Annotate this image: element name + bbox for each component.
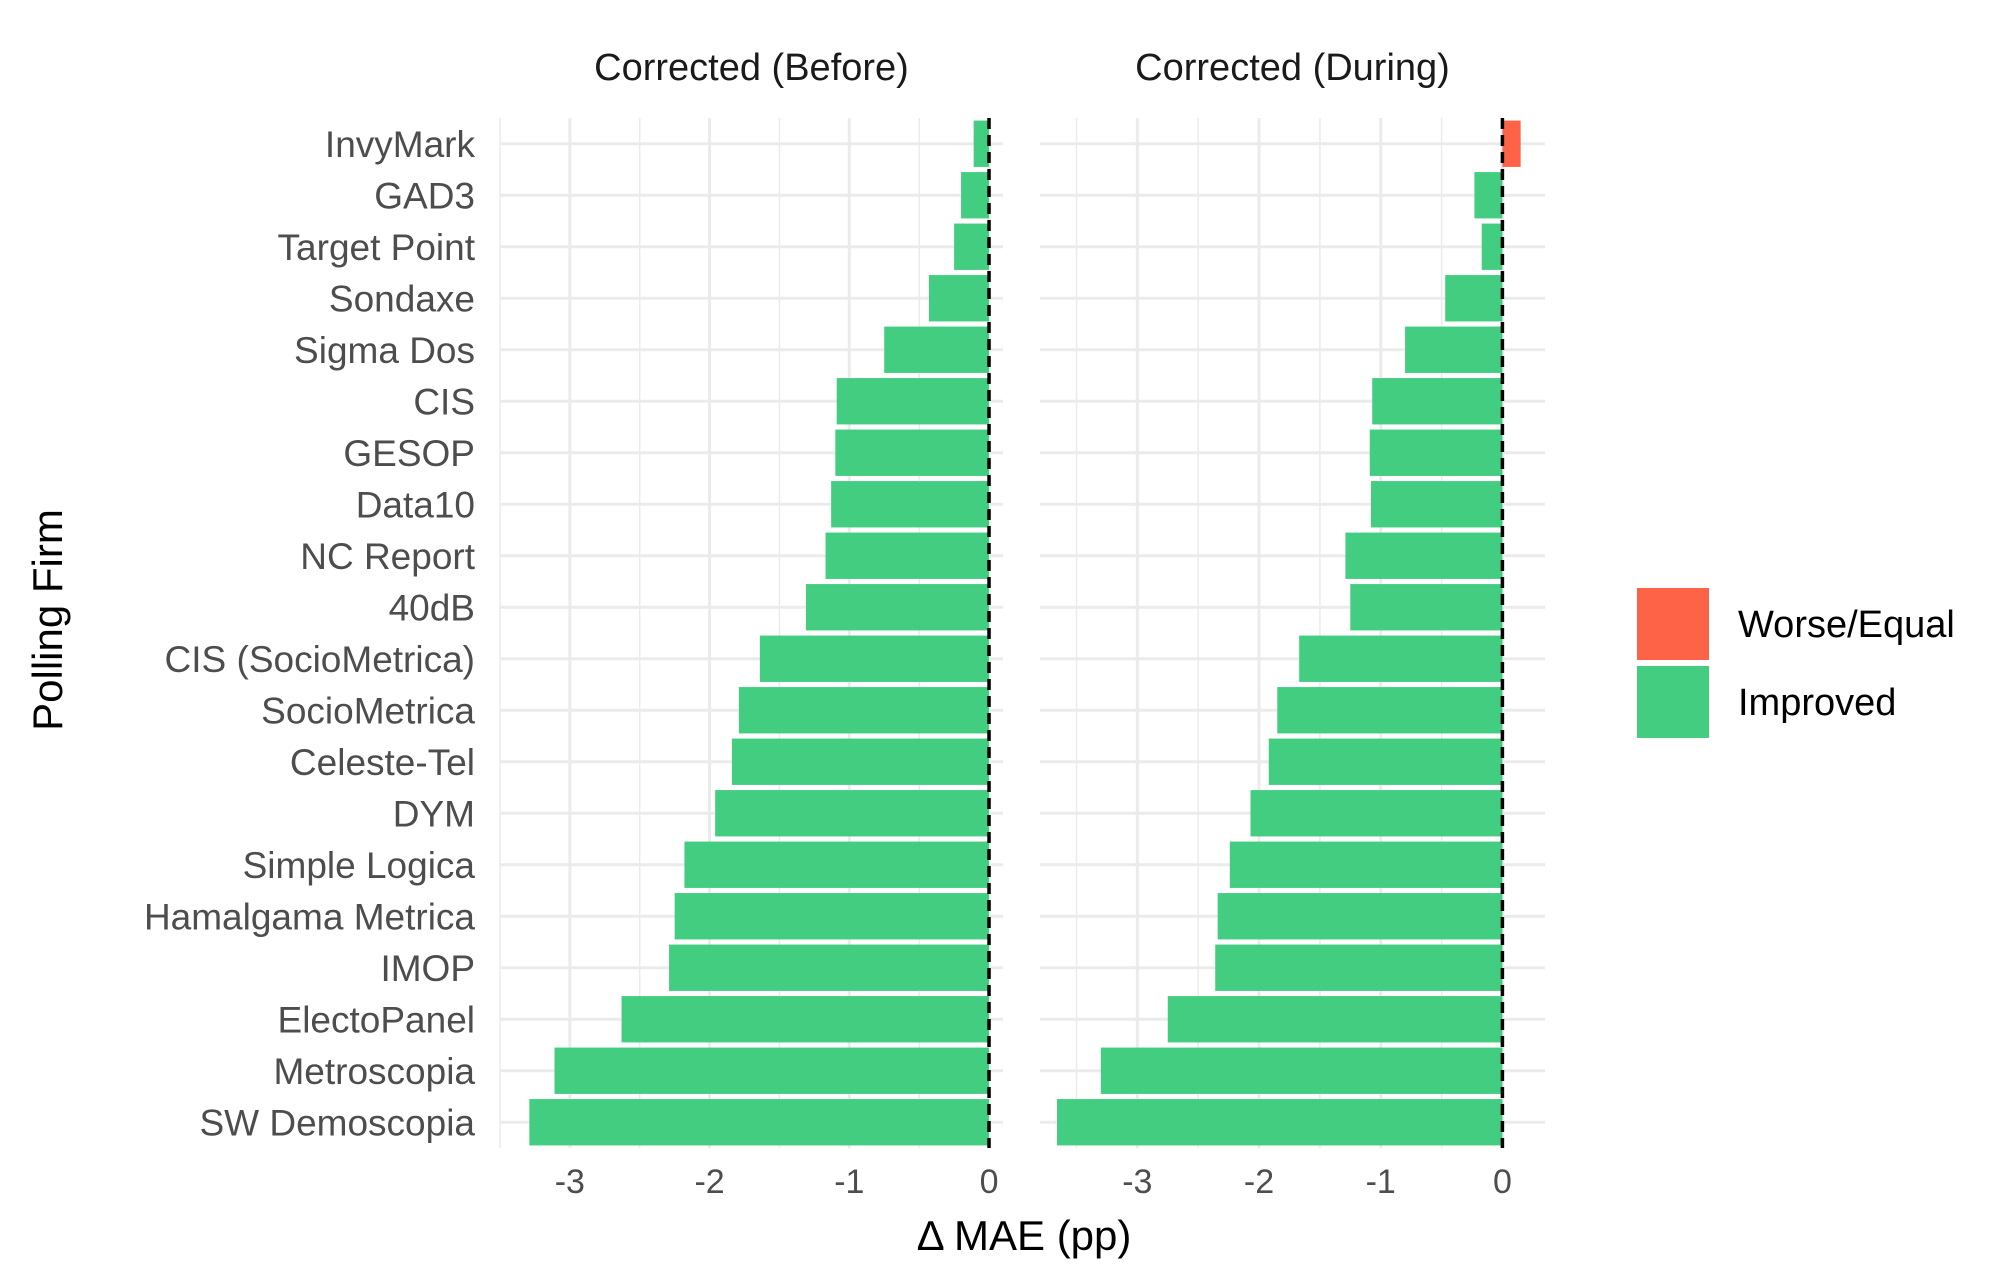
bar-sondaxe — [928, 275, 990, 322]
bar-hamalgama-metrica — [1217, 893, 1503, 940]
bar-dym — [715, 790, 990, 837]
bar-celeste-tel — [731, 738, 990, 785]
bar-hamalgama-metrica — [674, 893, 990, 940]
y-axis-title: Polling Firm — [24, 509, 71, 731]
bar-electopanel — [621, 996, 990, 1043]
y-tick-label: Target Point — [278, 227, 476, 268]
x-tick-label: -3 — [1122, 1163, 1152, 1201]
bar-sondaxe — [1445, 275, 1503, 322]
bar-40db — [1350, 584, 1503, 631]
bar-sigma-dos — [1405, 326, 1503, 373]
bar-celeste-tel — [1268, 738, 1503, 785]
y-tick-label: CIS (SocioMetrica) — [165, 639, 475, 680]
y-tick-label: Data10 — [356, 484, 475, 525]
bar-sw-demoscopia — [1057, 1099, 1503, 1146]
bar-sociometrica — [1277, 687, 1503, 734]
bar-invymark — [1502, 120, 1521, 167]
panel-1: Corrected (Before) -3 -2 -1 0 — [499, 47, 1003, 1201]
y-tick-label: Sigma Dos — [294, 330, 475, 371]
bar-metroscopia — [554, 1047, 990, 1094]
bar-imop — [1215, 944, 1503, 991]
bar-cis-sociometrica- — [759, 635, 990, 682]
y-axis-tick-labels: InvyMark GAD3 Target Point Sondaxe Sigma Dos… — [144, 124, 476, 1144]
bar-invymark — [973, 120, 990, 167]
x-tick-label: 0 — [980, 1163, 999, 1201]
bar-simple-logica — [684, 841, 990, 888]
y-tick-label: Celeste-Tel — [290, 742, 475, 783]
y-tick-label: SocioMetrica — [261, 690, 475, 731]
bar-sw-demoscopia — [529, 1099, 990, 1146]
bar-cis-sociometrica- — [1299, 635, 1503, 682]
y-tick-label: InvyMark — [325, 124, 476, 165]
bar-simple-logica — [1229, 841, 1503, 888]
bar-dym — [1250, 790, 1503, 837]
x-tick-label: 0 — [1493, 1163, 1512, 1201]
bar-target-point — [954, 223, 990, 270]
legend-label: Worse/Equal — [1738, 604, 1955, 646]
y-tick-label: GAD3 — [374, 175, 475, 216]
y-tick-label: IMOP — [380, 948, 475, 989]
x-tick-label: -2 — [1244, 1163, 1274, 1201]
y-tick-label: SW Demoscopia — [199, 1102, 475, 1143]
bar-gad3 — [961, 172, 990, 219]
bar-cis — [836, 378, 990, 425]
y-tick-label: CIS — [413, 381, 475, 422]
bar-gad3 — [1474, 172, 1503, 219]
y-tick-label: Simple Logica — [243, 845, 476, 886]
x-tick-label: -1 — [834, 1163, 864, 1201]
bar-nc-report — [825, 532, 990, 579]
panel-2: Corrected (During) -3 -2 -1 0 — [1040, 47, 1545, 1201]
bar-imop — [669, 944, 990, 991]
y-tick-label: 40dB — [389, 587, 475, 628]
bar-sociometrica — [738, 687, 990, 734]
bar-cis — [1372, 378, 1503, 425]
bar-gesop — [835, 429, 990, 476]
bar-data10 — [1370, 481, 1503, 528]
y-tick-label: Hamalgama Metrica — [144, 896, 475, 937]
bar-gesop — [1369, 429, 1503, 476]
legend-key-worse-equal — [1637, 588, 1709, 660]
bar-data10 — [831, 481, 990, 528]
x-tick-label: -1 — [1366, 1163, 1396, 1201]
bar-metroscopia — [1100, 1047, 1503, 1094]
y-tick-label: Sondaxe — [329, 278, 475, 319]
panel-title: Corrected (During) — [1135, 47, 1450, 89]
bar-nc-report — [1345, 532, 1503, 579]
legend-key-improved — [1637, 666, 1709, 738]
bar-sigma-dos — [884, 326, 990, 373]
panel-title: Corrected (Before) — [594, 47, 909, 89]
y-tick-label: Metroscopia — [273, 1051, 475, 1092]
x-tick-label: -3 — [555, 1163, 585, 1201]
y-tick-label: DYM — [393, 793, 475, 834]
legend: Worse/Equal Improved — [1637, 588, 1955, 738]
bar-target-point — [1481, 223, 1503, 270]
x-tick-label: -2 — [694, 1163, 724, 1201]
x-axis-title: Δ MAE (pp) — [917, 1212, 1132, 1259]
y-tick-label: ElectoPanel — [278, 999, 475, 1040]
legend-label: Improved — [1738, 682, 1896, 724]
y-tick-label: GESOP — [343, 433, 475, 474]
bar-40db — [805, 584, 990, 631]
bar-electopanel — [1167, 996, 1503, 1043]
y-tick-label: NC Report — [300, 536, 475, 577]
